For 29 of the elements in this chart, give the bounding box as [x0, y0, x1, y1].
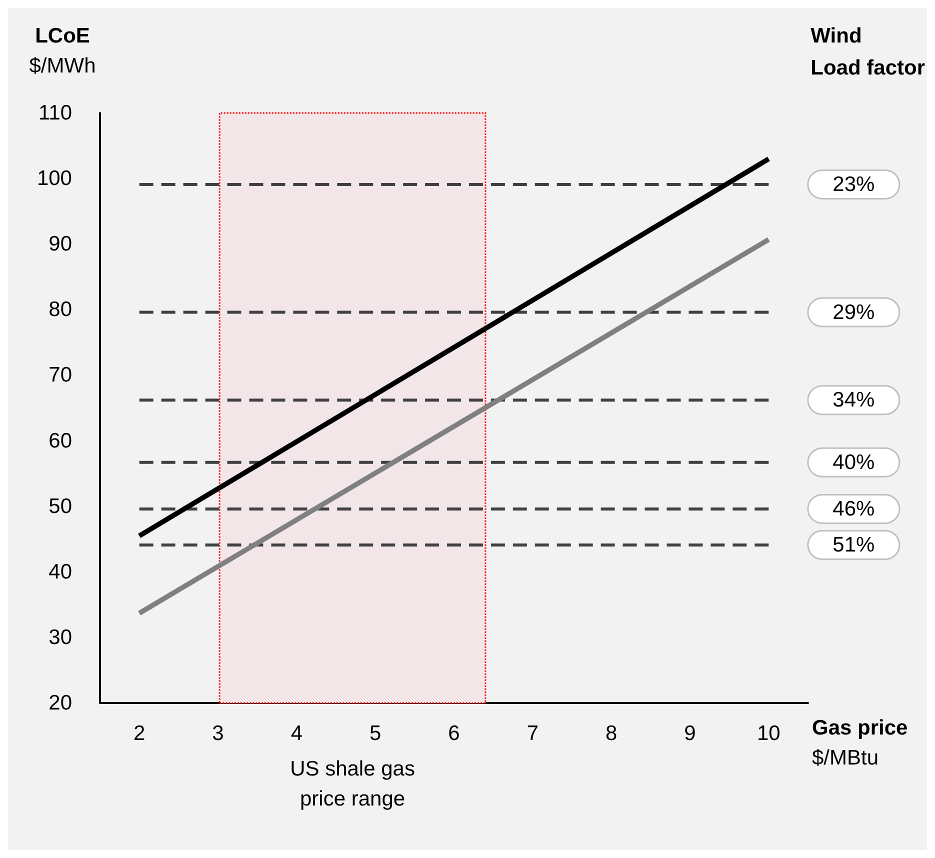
- y-tick-label: 40: [48, 560, 72, 584]
- y-axis-title: LCoE $/MWh: [29, 24, 96, 78]
- x-tick-label: 9: [684, 722, 696, 745]
- y-tick-label: 70: [48, 364, 72, 387]
- x-tick-label: 4: [290, 722, 303, 745]
- x-tick-label: 10: [756, 722, 780, 745]
- y-tick-label: 110: [38, 102, 72, 124]
- x-tick-label: 7: [526, 722, 539, 745]
- legend-title: Wind Load factor: [810, 24, 925, 80]
- x-tick-label: 8: [605, 722, 618, 745]
- text: 46%: [832, 497, 875, 520]
- y-tick-label: 50: [48, 494, 72, 518]
- text: 51%: [832, 534, 875, 557]
- y-tick-label: 90: [48, 232, 72, 256]
- y-tick-label: 30: [48, 626, 72, 649]
- y-tick-label: 100: [36, 167, 72, 190]
- text: 40%: [832, 450, 875, 474]
- text: 34%: [832, 388, 875, 412]
- x-tick-label: 5: [369, 722, 382, 745]
- y-tick-label: 80: [48, 298, 72, 322]
- x-axis-title: Gas price $/MBtu: [812, 716, 908, 770]
- band-label: US shale gas price range: [290, 757, 415, 810]
- x-tick-label: 2: [133, 722, 146, 745]
- x-tick-label: 6: [448, 722, 460, 745]
- x-tick-label: 3: [212, 722, 224, 745]
- y-tick-label: 20: [48, 692, 72, 714]
- text: 23%: [832, 172, 875, 196]
- y-tick-label: 60: [48, 429, 72, 452]
- text: 29%: [832, 300, 875, 324]
